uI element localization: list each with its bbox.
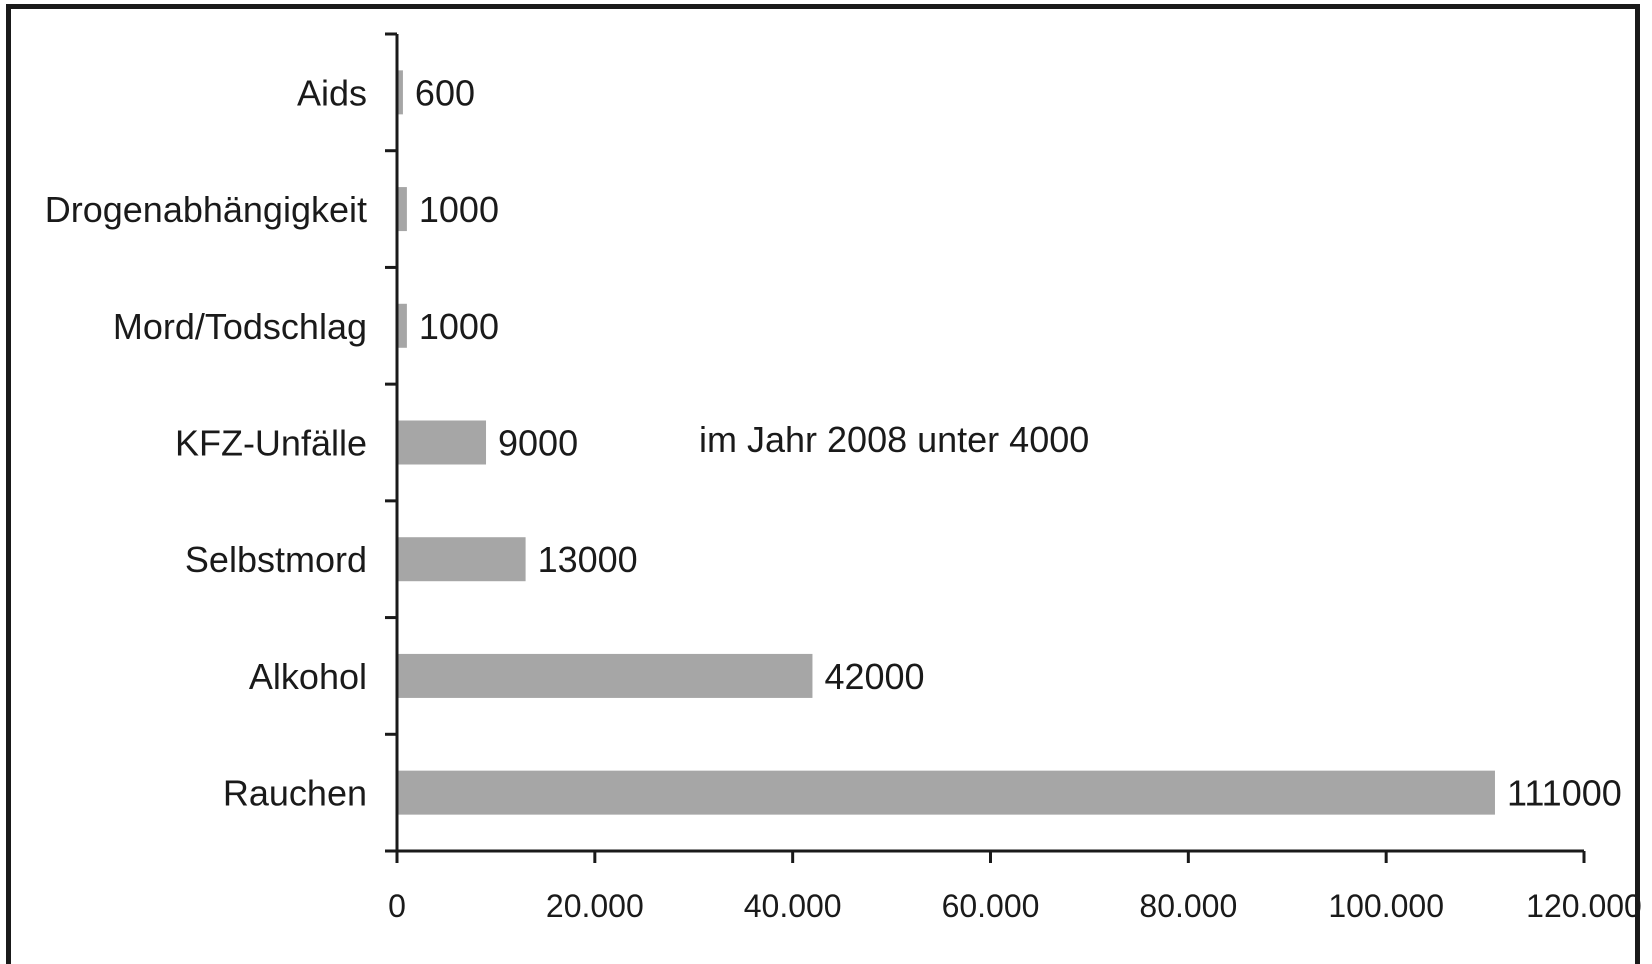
category-label-rauchen: Rauchen	[223, 773, 367, 814]
category-label-drogenabh-ngigkeit: Drogenabhängigkeit	[45, 189, 367, 230]
bar-kfz-unf-lle	[397, 420, 487, 465]
category-label-alkohol: Alkohol	[249, 656, 367, 697]
x-tick-label: 80.000	[1139, 888, 1237, 924]
category-label-selbstmord: Selbstmord	[185, 539, 367, 580]
category-label-kfz-unf-lle: KFZ-Unfälle	[175, 423, 367, 464]
value-label-drogenabh-ngigkeit: 1000	[419, 189, 499, 230]
bar-aids	[397, 70, 403, 115]
value-label-rauchen: 111000	[1507, 773, 1622, 814]
value-label-mord-todschlag: 1000	[419, 306, 499, 347]
value-label-selbstmord: 13000	[538, 539, 638, 580]
bar-mord-todschlag	[397, 303, 407, 348]
category-label-mord-todschlag: Mord/Todschlag	[113, 306, 367, 347]
x-tick-label: 60.000	[942, 888, 1040, 924]
x-tick-label: 20.000	[546, 888, 644, 924]
annotation-text: im Jahr 2008 unter 4000	[699, 419, 1089, 460]
value-label-kfz-unf-lle: 9000	[498, 423, 578, 464]
category-label-aids: Aids	[297, 72, 367, 113]
bar-alkohol	[397, 653, 813, 698]
bar-drogenabh-ngigkeit	[397, 187, 407, 232]
x-tick-label: 120.000	[1526, 888, 1642, 924]
value-label-alkohol: 42000	[824, 656, 924, 697]
x-tick-label: 40.000	[744, 888, 842, 924]
bar-rauchen	[397, 770, 1495, 815]
value-label-aids: 600	[415, 72, 475, 113]
x-tick-label: 100.000	[1328, 888, 1444, 924]
x-tick-label: 0	[388, 888, 406, 924]
bar-selbstmord	[397, 537, 526, 582]
